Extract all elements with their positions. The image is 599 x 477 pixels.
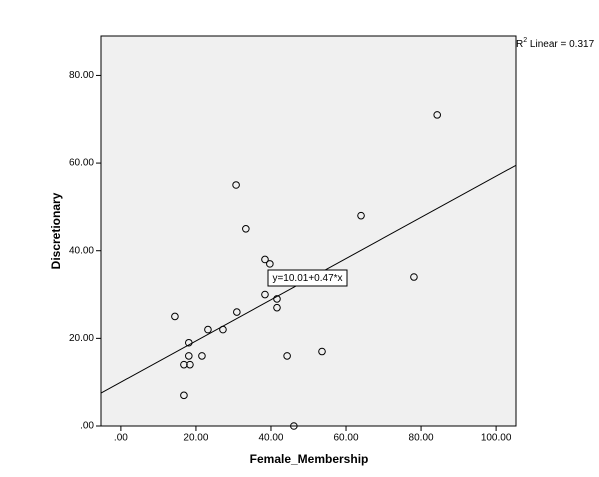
point bbox=[185, 352, 193, 360]
x-tick-label: 60.00 bbox=[334, 433, 359, 444]
point bbox=[357, 211, 365, 220]
point bbox=[261, 255, 269, 264]
plot-area bbox=[100, 35, 517, 427]
r2-sup: 2 bbox=[523, 37, 527, 44]
point bbox=[180, 360, 188, 369]
x-tick-label: 80.00 bbox=[409, 433, 434, 444]
y-tick-label: 40.00 bbox=[69, 245, 94, 256]
r2-base: R bbox=[516, 39, 523, 50]
point bbox=[318, 347, 326, 356]
point bbox=[290, 422, 298, 430]
point bbox=[242, 225, 250, 233]
point bbox=[233, 308, 241, 316]
point bbox=[273, 295, 281, 303]
y-axis-title: Discretionary bbox=[49, 192, 63, 269]
x-tick-label: 100.00 bbox=[481, 433, 512, 444]
point bbox=[180, 391, 188, 400]
y-tick-label: 60.00 bbox=[69, 158, 94, 169]
point bbox=[261, 290, 269, 299]
fit-label-box bbox=[267, 269, 348, 287]
y-tick-label: 20.00 bbox=[69, 333, 94, 344]
y-tick-label: .00 bbox=[80, 421, 94, 432]
point bbox=[433, 111, 442, 119]
point bbox=[185, 338, 193, 347]
point bbox=[171, 312, 179, 321]
point bbox=[283, 352, 291, 360]
r2-label: R2 Linear = 0.317 bbox=[516, 37, 595, 50]
x-tick-label: .00 bbox=[114, 433, 128, 444]
point bbox=[266, 260, 274, 268]
x-tick-label: 40.00 bbox=[258, 433, 283, 444]
r2-text: Linear = 0.317 bbox=[527, 39, 594, 50]
x-axis-title: Female_Membership bbox=[250, 452, 369, 466]
x-tick-label: 20.00 bbox=[183, 433, 208, 444]
point bbox=[273, 303, 281, 312]
fit-label: y=10.01+0.47*x bbox=[272, 273, 342, 284]
y-tick-label: 80.00 bbox=[69, 70, 94, 81]
point bbox=[219, 325, 227, 334]
point bbox=[410, 273, 418, 281]
point bbox=[232, 181, 240, 189]
point bbox=[186, 360, 194, 369]
point bbox=[198, 352, 206, 360]
point bbox=[204, 325, 212, 334]
